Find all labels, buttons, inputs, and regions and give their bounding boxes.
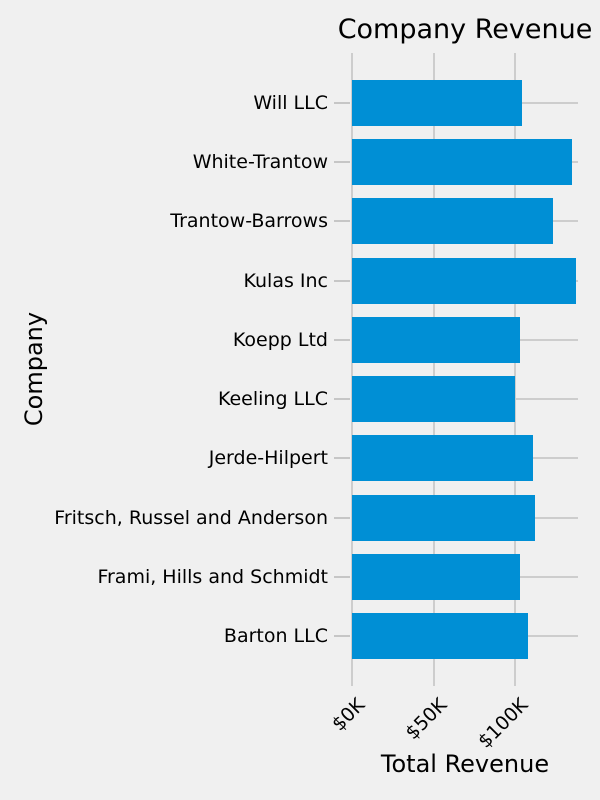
- y-tick-mark: [334, 457, 350, 460]
- x-axis-label: Total Revenue: [380, 750, 550, 778]
- bar-barton-llc: [352, 613, 529, 659]
- y-tick-mark: [334, 516, 350, 519]
- y-tick-mark: [334, 338, 350, 341]
- bar-will-llc: [352, 80, 522, 126]
- bar-frami-hills-and-schmidt: [352, 553, 521, 600]
- x-gridline: [514, 53, 517, 686]
- y-tick-label: Kulas Inc: [243, 269, 328, 292]
- bar-white-trantow: [352, 139, 573, 186]
- bar-fritsch-russel-and-anderson: [352, 494, 535, 541]
- bar-trantow-barrows: [352, 198, 553, 245]
- bar-jerde-hilpert: [352, 435, 534, 482]
- y-tick-label: Barton LLC: [223, 625, 328, 647]
- y-tick-mark: [334, 279, 350, 282]
- y-tick-mark: [334, 575, 350, 578]
- x-gridline: [351, 53, 353, 686]
- bar-kulas-inc: [352, 257, 576, 304]
- x-tick-label: $50K: [401, 694, 452, 745]
- x-tick-label: $100K: [474, 694, 533, 753]
- y-tick-label: Will LLC: [253, 92, 328, 114]
- y-tick-label: Fritsch, Russel and Anderson: [54, 506, 328, 529]
- y-tick-label: Frami, Hills and Schmidt: [97, 565, 328, 588]
- y-tick-label: White-Trantow: [192, 151, 328, 174]
- plot-area: [351, 53, 578, 686]
- x-tick-label: $0K: [328, 694, 370, 736]
- chart-title: Company Revenue: [337, 14, 593, 45]
- bar-koepp-ltd: [352, 316, 521, 363]
- y-tick-mark: [334, 635, 350, 637]
- x-gridline: [432, 53, 435, 686]
- y-axis-label: Company: [20, 311, 48, 427]
- y-tick-label: Keeling LLC: [217, 388, 328, 411]
- y-tick-mark: [334, 161, 350, 164]
- bar-keeling-llc: [352, 376, 516, 423]
- y-tick-label: Jerde-Hilpert: [208, 447, 328, 470]
- y-tick-mark: [334, 220, 350, 223]
- y-tick-label: Koepp Ltd: [232, 328, 328, 351]
- y-tick-mark: [334, 398, 350, 401]
- y-tick-label: Trantow-Barrows: [170, 210, 328, 233]
- y-tick-mark: [334, 102, 350, 104]
